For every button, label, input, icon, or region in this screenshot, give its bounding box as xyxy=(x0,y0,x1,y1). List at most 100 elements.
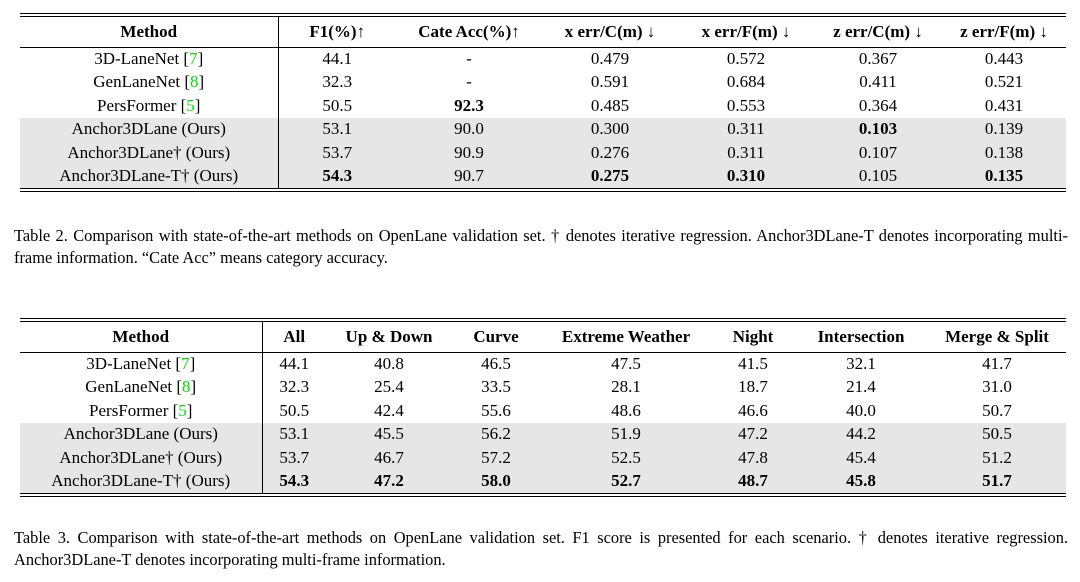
column-header: x err/C(m) ↓ xyxy=(542,17,678,48)
value-cell: 52.7 xyxy=(540,469,712,493)
citation-link[interactable]: 8 xyxy=(182,377,191,397)
value-cell: 25.4 xyxy=(374,377,404,397)
value-cell: 50.5 xyxy=(928,422,1066,446)
value-cell: 0.275 xyxy=(542,164,678,188)
value-cell: 53.1 xyxy=(262,422,326,446)
value-cell: 55.6 xyxy=(481,400,511,420)
value-cell: 0.572 xyxy=(726,49,766,68)
value-cell: 31.0 xyxy=(982,377,1012,397)
value-cell: 46.7 xyxy=(326,446,452,470)
column-header: Night xyxy=(712,322,794,353)
value-cell: 0.367 xyxy=(858,49,898,68)
column-header: Extreme Weather xyxy=(540,322,712,353)
table-row: Anchor3DLane† (Ours) 53.7 46.7 57.2 52.5 47.8… xyxy=(20,446,1066,470)
value-cell: 53.7 xyxy=(262,446,326,470)
value-cell: 0.553 xyxy=(726,95,766,115)
value-cell: 0.107 xyxy=(814,141,942,165)
value-cell: 18.7 xyxy=(738,377,768,397)
value-cell: 54.3 xyxy=(262,469,326,493)
method-cell: 3D-LaneNet [7] xyxy=(20,47,279,71)
value-cell: 0.479 xyxy=(590,49,630,68)
table3-top-rule xyxy=(20,318,1066,322)
value-cell: 21.4 xyxy=(846,377,876,397)
method-cell: Anchor3DLane (Ours) xyxy=(20,117,279,141)
citation-link[interactable]: 7 xyxy=(181,354,190,373)
value-cell: 40.8 xyxy=(374,354,404,373)
column-header: Intersection xyxy=(794,322,928,353)
openlane-scenarios-table: Method All Up & Down Curve Extreme Weather Ni… xyxy=(20,322,1066,493)
citation-link[interactable]: 7 xyxy=(189,49,198,68)
method-cell: Anchor3DLane-T† (Ours) xyxy=(20,164,279,188)
value-cell: 32.3 xyxy=(279,377,310,397)
column-header: Merge & Split xyxy=(928,322,1066,353)
method-cell: GenLaneNet [8] xyxy=(20,70,279,94)
value-cell: 41.5 xyxy=(738,354,768,373)
value-cell: 0.300 xyxy=(542,117,678,141)
table3-caption: Table 3. Comparison with state-of-the-ar… xyxy=(14,528,1068,570)
value-cell: 0.485 xyxy=(590,95,630,115)
table-row: GenLaneNet [8] 32.3 - 0.591 0.684 0.411 0.521 xyxy=(20,70,1066,94)
value-cell: 46.5 xyxy=(481,354,511,373)
value-cell: 52.5 xyxy=(540,446,712,470)
value-cell: 45.5 xyxy=(326,422,452,446)
value-cell: 0.431 xyxy=(984,95,1024,115)
value-cell: 32.1 xyxy=(846,354,876,373)
value-cell: 56.2 xyxy=(452,422,540,446)
value-cell: 53.1 xyxy=(278,117,396,141)
value-cell: 51.2 xyxy=(928,446,1066,470)
method-cell: GenLaneNet [8] xyxy=(20,375,263,399)
table-header-row: Method F1(%)↑ Cate Acc(%)↑ x err/C(m) ↓ x er… xyxy=(20,17,1066,48)
value-cell: 33.5 xyxy=(481,377,511,397)
value-cell: 57.2 xyxy=(452,446,540,470)
table-header-row: Method All Up & Down Curve Extreme Weather Ni… xyxy=(20,322,1066,353)
value-cell: 47.8 xyxy=(712,446,794,470)
value-cell: - xyxy=(466,49,472,68)
value-cell: 0.139 xyxy=(942,117,1066,141)
value-cell: - xyxy=(466,72,472,92)
value-cell: 54.3 xyxy=(278,164,396,188)
value-cell: 90.0 xyxy=(396,117,542,141)
value-cell: 42.4 xyxy=(374,400,404,420)
method-cell: Anchor3DLane (Ours) xyxy=(20,422,263,446)
value-cell: 0.364 xyxy=(858,95,898,115)
value-cell: 47.2 xyxy=(712,422,794,446)
value-cell: 90.9 xyxy=(396,141,542,165)
column-header: z err/C(m) ↓ xyxy=(814,17,942,48)
table2-bottom-rule xyxy=(20,188,1066,192)
value-cell: 92.3 xyxy=(454,95,484,115)
value-cell: 41.7 xyxy=(982,354,1012,373)
table2-block: Method F1(%)↑ Cate Acc(%)↑ x err/C(m) ↓ x er… xyxy=(20,13,1066,192)
value-cell: 51.7 xyxy=(928,469,1066,493)
value-cell: 47.2 xyxy=(326,469,452,493)
openlane-metrics-table: Method F1(%)↑ Cate Acc(%)↑ x err/C(m) ↓ x er… xyxy=(20,17,1066,188)
column-header: Curve xyxy=(452,322,540,353)
method-cell: Anchor3DLane-T† (Ours) xyxy=(20,469,263,493)
column-header: z err/F(m) ↓ xyxy=(942,17,1066,48)
table-row: PersFormer [5] 50.5 92.3 0.485 0.553 0.364 0.4… xyxy=(20,94,1066,118)
value-cell: 32.3 xyxy=(322,72,353,92)
citation-link[interactable]: 5 xyxy=(178,400,187,420)
value-cell: 40.0 xyxy=(846,400,876,420)
citation-link[interactable]: 8 xyxy=(190,72,199,92)
citation-link[interactable]: 5 xyxy=(186,95,195,115)
value-cell: 48.7 xyxy=(712,469,794,493)
table3-block: Method All Up & Down Curve Extreme Weather Ni… xyxy=(20,318,1066,497)
value-cell: 0.684 xyxy=(726,72,766,92)
value-cell: 0.103 xyxy=(814,117,942,141)
table-row: Anchor3DLane (Ours) 53.1 90.0 0.300 0.311 0.1… xyxy=(20,117,1066,141)
method-cell: 3D-LaneNet [7] xyxy=(20,352,263,376)
value-cell: 0.521 xyxy=(984,72,1024,92)
table-row: Anchor3DLane† (Ours) 53.7 90.9 0.276 0.311 0.… xyxy=(20,141,1066,165)
table2-caption: Table 2. Comparison with state-of-the-ar… xyxy=(14,226,1068,268)
value-cell: 47.5 xyxy=(611,354,641,373)
method-cell: PersFormer [5] xyxy=(20,94,279,118)
value-cell: 0.276 xyxy=(542,141,678,165)
value-cell: 50.7 xyxy=(982,400,1012,420)
value-cell: 0.135 xyxy=(942,164,1066,188)
value-cell: 0.311 xyxy=(678,141,814,165)
value-cell: 46.6 xyxy=(738,400,768,420)
value-cell: 90.7 xyxy=(396,164,542,188)
value-cell: 50.5 xyxy=(322,95,353,115)
column-header: Method xyxy=(20,17,279,48)
